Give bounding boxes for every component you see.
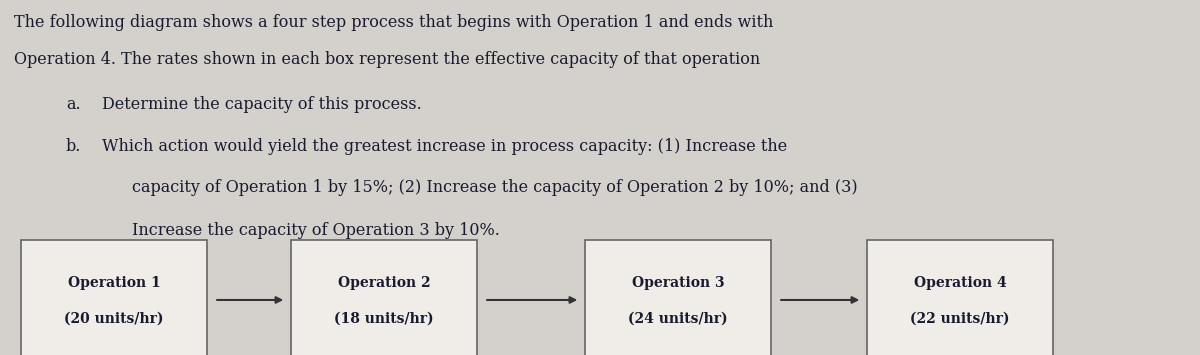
Text: a.: a. xyxy=(66,96,80,113)
Text: (24 units/hr): (24 units/hr) xyxy=(628,311,728,326)
FancyBboxPatch shape xyxy=(584,240,772,355)
Text: capacity of Operation 1 by 15%; (2) Increase the capacity of Operation 2 by 10%;: capacity of Operation 1 by 15%; (2) Incr… xyxy=(132,179,858,196)
Text: Operation 3: Operation 3 xyxy=(631,276,725,290)
Text: Operation 4. The rates shown in each box represent the effective capacity of tha: Operation 4. The rates shown in each box… xyxy=(14,51,761,69)
FancyBboxPatch shape xyxy=(22,240,206,355)
Text: b.: b. xyxy=(66,138,82,155)
Text: (22 units/hr): (22 units/hr) xyxy=(911,311,1009,326)
Text: (20 units/hr): (20 units/hr) xyxy=(65,311,163,326)
Text: Increase the capacity of Operation 3 by 10%.: Increase the capacity of Operation 3 by … xyxy=(132,222,500,239)
Text: Determine the capacity of this process.: Determine the capacity of this process. xyxy=(102,96,421,113)
Text: Operation 2: Operation 2 xyxy=(337,276,431,290)
Text: Which action would yield the greatest increase in process capacity: (1) Increase: Which action would yield the greatest in… xyxy=(102,138,787,155)
FancyBboxPatch shape xyxy=(866,240,1054,355)
Text: Operation 4: Operation 4 xyxy=(913,276,1007,290)
Text: Operation 1: Operation 1 xyxy=(67,276,161,290)
Text: The following diagram shows a four step process that begins with Operation 1 and: The following diagram shows a four step … xyxy=(14,14,774,31)
FancyBboxPatch shape xyxy=(292,240,476,355)
Text: (18 units/hr): (18 units/hr) xyxy=(334,311,434,326)
